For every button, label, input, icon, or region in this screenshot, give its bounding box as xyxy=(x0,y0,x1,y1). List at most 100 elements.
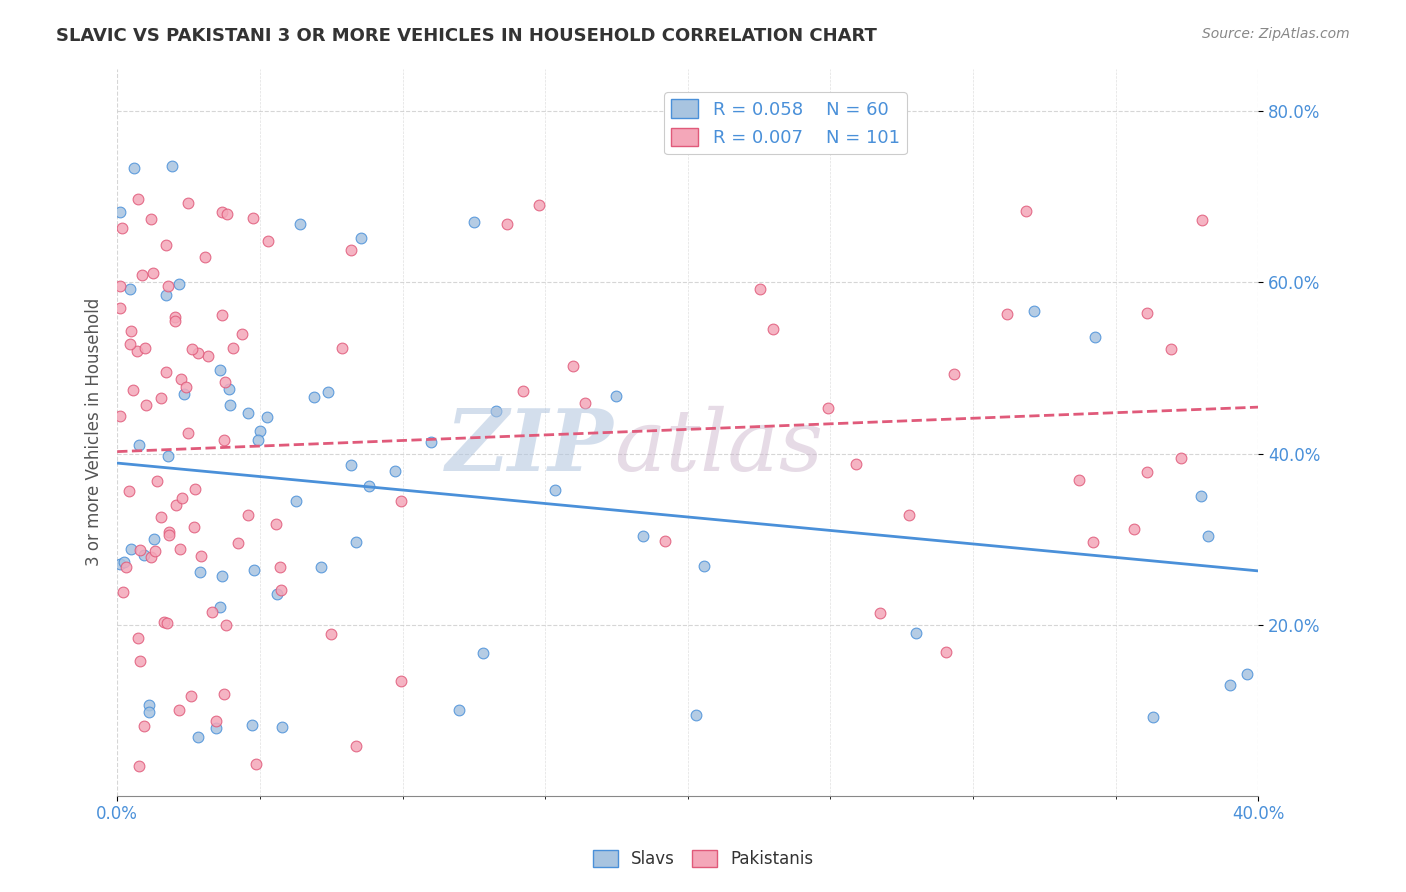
Point xyxy=(108,558,131,572)
Point xyxy=(654,534,676,549)
Point xyxy=(1069,473,1091,487)
Point xyxy=(180,690,202,704)
Point xyxy=(138,705,160,719)
Point xyxy=(190,565,212,579)
Point xyxy=(319,626,342,640)
Point xyxy=(212,687,235,701)
Point xyxy=(238,406,260,420)
Point xyxy=(243,563,266,577)
Point xyxy=(242,718,264,732)
Point xyxy=(1014,204,1036,219)
Point xyxy=(176,195,198,210)
Point xyxy=(143,544,166,558)
Point xyxy=(135,398,157,412)
Point xyxy=(869,606,891,620)
Point xyxy=(419,435,441,450)
Point xyxy=(169,702,191,716)
Point xyxy=(350,231,373,245)
Point xyxy=(693,558,716,573)
Point xyxy=(218,382,240,396)
Point xyxy=(128,758,150,772)
Point xyxy=(316,385,339,400)
Point xyxy=(174,380,197,394)
Point xyxy=(574,396,596,410)
Point xyxy=(173,387,195,401)
Point xyxy=(219,398,242,412)
Text: ZIP: ZIP xyxy=(446,405,613,489)
Point xyxy=(215,617,238,632)
Point xyxy=(132,719,155,733)
Point xyxy=(118,484,141,499)
Point xyxy=(447,703,470,717)
Point xyxy=(288,217,311,231)
Point xyxy=(817,401,839,415)
Point xyxy=(226,536,249,550)
Text: Source: ZipAtlas.com: Source: ZipAtlas.com xyxy=(1202,27,1350,41)
Point xyxy=(165,314,187,328)
Point xyxy=(271,720,294,734)
Point xyxy=(304,390,326,404)
Point xyxy=(169,542,191,557)
Point xyxy=(194,250,217,264)
Point xyxy=(111,221,134,235)
Point xyxy=(905,626,928,640)
Point xyxy=(527,197,550,211)
Point xyxy=(125,343,148,358)
Point xyxy=(184,482,207,496)
Point xyxy=(1024,303,1046,318)
Point xyxy=(187,346,209,360)
Point xyxy=(201,605,224,619)
Point xyxy=(561,359,583,374)
Point xyxy=(231,327,253,342)
Point xyxy=(485,403,508,417)
Point xyxy=(165,310,187,324)
Point xyxy=(128,654,150,668)
Legend: Slavs, Pakistanis: Slavs, Pakistanis xyxy=(586,843,820,875)
Point xyxy=(167,277,190,291)
Point xyxy=(245,757,267,772)
Point xyxy=(128,542,150,557)
Point xyxy=(132,548,155,562)
Point xyxy=(389,673,412,688)
Point xyxy=(120,325,142,339)
Point xyxy=(222,341,245,355)
Point xyxy=(214,433,236,447)
Point xyxy=(344,535,367,549)
Point xyxy=(120,282,142,296)
Point xyxy=(153,615,176,630)
Point xyxy=(121,383,143,397)
Point xyxy=(256,234,278,248)
Point xyxy=(211,205,233,219)
Point xyxy=(1142,710,1164,724)
Point xyxy=(155,238,177,252)
Point xyxy=(344,739,367,754)
Point xyxy=(236,508,259,523)
Point xyxy=(845,457,868,471)
Point xyxy=(181,342,204,356)
Point xyxy=(115,559,138,574)
Point xyxy=(183,519,205,533)
Point xyxy=(150,391,173,405)
Text: SLAVIC VS PAKISTANI 3 OR MORE VEHICLES IN HOUSEHOLD CORRELATION CHART: SLAVIC VS PAKISTANI 3 OR MORE VEHICLES I… xyxy=(56,27,877,45)
Point xyxy=(249,424,271,438)
Point xyxy=(108,205,131,219)
Point xyxy=(384,464,406,478)
Point xyxy=(543,483,565,497)
Point xyxy=(270,583,292,598)
Point xyxy=(127,631,149,645)
Point xyxy=(496,217,519,231)
Point xyxy=(1219,677,1241,691)
Point xyxy=(391,494,413,508)
Point xyxy=(1081,535,1104,549)
Legend: R = 0.058    N = 60, R = 0.007    N = 101: R = 0.058 N = 60, R = 0.007 N = 101 xyxy=(664,92,907,154)
Point xyxy=(897,508,920,522)
Point xyxy=(269,559,291,574)
Point xyxy=(156,616,179,631)
Point xyxy=(120,542,142,557)
Point xyxy=(995,307,1018,321)
Point xyxy=(1135,306,1157,320)
Point xyxy=(512,384,534,398)
Point xyxy=(1084,330,1107,344)
Point xyxy=(264,517,287,532)
Point xyxy=(242,211,264,225)
